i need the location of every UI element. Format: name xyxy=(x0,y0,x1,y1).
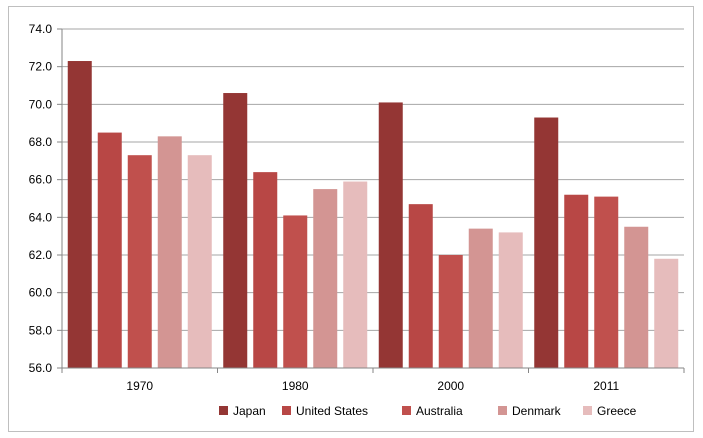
legend-swatch-denmark xyxy=(498,406,507,415)
y-tick-label: 68.0 xyxy=(29,135,53,149)
legend: Japan United States Australia Denmark Greece xyxy=(219,404,637,418)
legend-label-greece: Greece xyxy=(597,404,637,418)
x-tick-label: 2011 xyxy=(593,379,619,393)
axes: 56.0 58.0 60.0 62.0 64.0 66.0 68.0 70.0 72.0 74.0… xyxy=(29,22,685,393)
bar-united-states-1970 xyxy=(97,132,122,368)
bar-greece-1980 xyxy=(343,181,368,368)
bar-united-states-1980 xyxy=(253,172,278,368)
legend-label-denmark: Denmark xyxy=(512,404,562,418)
legend-swatch-united-states xyxy=(282,406,291,415)
bars xyxy=(67,61,679,369)
y-tick-label: 62.0 xyxy=(29,248,53,262)
bar-united-states-2011 xyxy=(564,194,589,368)
y-tick-label: 64.0 xyxy=(29,210,53,224)
bar-denmark-1980 xyxy=(313,189,338,368)
y-tick-label: 58.0 xyxy=(29,323,53,337)
bar-denmark-1970 xyxy=(157,136,182,368)
bar-greece-2011 xyxy=(654,258,679,368)
legend-label-australia: Australia xyxy=(416,404,463,418)
legend-label-united-states: United States xyxy=(296,404,368,418)
y-tick-label: 56.0 xyxy=(29,361,53,375)
bar-japan-1970 xyxy=(67,61,92,369)
y-tick-label: 70.0 xyxy=(29,97,53,111)
bar-australia-1970 xyxy=(127,155,152,368)
bar-australia-1980 xyxy=(283,215,308,368)
y-tick-label: 72.0 xyxy=(29,60,53,74)
bar-greece-1970 xyxy=(187,155,212,368)
bar-australia-2011 xyxy=(594,196,619,368)
legend-swatch-greece xyxy=(583,406,592,415)
bar-japan-1980 xyxy=(223,93,248,369)
legend-swatch-japan xyxy=(219,406,228,415)
x-tick-label: 1970 xyxy=(126,379,153,393)
bar-denmark-2000 xyxy=(468,228,493,368)
x-tick-label: 2000 xyxy=(437,379,464,393)
y-tick-label: 66.0 xyxy=(29,173,53,187)
legend-swatch-australia xyxy=(402,406,411,415)
bar-united-states-2000 xyxy=(408,204,433,368)
bar-japan-2011 xyxy=(534,117,559,369)
x-tick-label: 1980 xyxy=(282,379,309,393)
y-tick-label: 74.0 xyxy=(29,22,53,36)
bar-australia-2000 xyxy=(438,255,463,368)
bar-greece-2000 xyxy=(498,232,523,368)
gridlines xyxy=(62,28,684,369)
y-tick-label: 60.0 xyxy=(29,286,53,300)
bar-denmark-2011 xyxy=(624,226,649,368)
legend-label-japan: Japan xyxy=(233,404,266,418)
bar-japan-2000 xyxy=(378,102,403,368)
